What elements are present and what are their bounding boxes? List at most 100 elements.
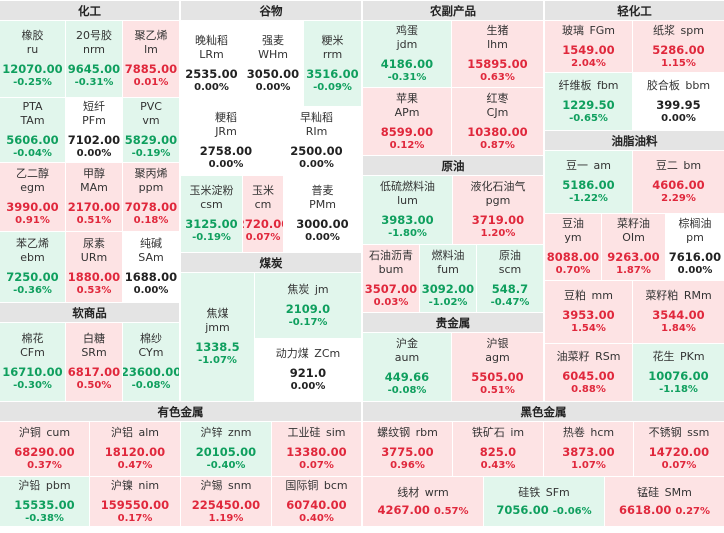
contract-price: 921.0 bbox=[289, 366, 327, 380]
contract-price: 2758.00 bbox=[199, 144, 253, 158]
contract-code: cm bbox=[254, 198, 272, 211]
contract-change: -0.04% bbox=[13, 148, 52, 159]
contract-tile-lr[interactable]: 晚籼稻 LRm 2535.00 0.00% bbox=[181, 21, 242, 106]
contract-tile-au[interactable]: 沪金 aum 449.66 -0.08% bbox=[363, 333, 451, 401]
contract-tile-rr[interactable]: 粳米 rrm 3516.00 -0.09% bbox=[304, 21, 361, 106]
contract-price: 5505.00 bbox=[471, 370, 524, 384]
contract-tile-hc[interactable]: 热卷 hcm 3873.00 1.07% bbox=[544, 422, 633, 476]
contract-change: -1.07% bbox=[198, 355, 237, 366]
contract-name: 豆二 bbox=[655, 159, 678, 172]
contract-tile-rm[interactable]: 菜籽粕 RMm 3544.00 1.84% bbox=[633, 281, 724, 343]
contract-tile-zc[interactable]: 动力煤 ZCm 921.0 0.00% bbox=[255, 339, 361, 401]
contract-tile-sn[interactable]: 沪锡 snm 225450.00 1.19% bbox=[181, 477, 271, 526]
contract-price: 159550.00 bbox=[100, 497, 170, 512]
contract-name: 橡胶 bbox=[21, 29, 44, 42]
contract-change: 0.40% bbox=[299, 512, 334, 524]
contract-tile-wh[interactable]: 强麦 WHm 3050.00 0.00% bbox=[243, 21, 303, 106]
contract-tile-cu[interactable]: 沪铜 cum 68290.00 0.37% bbox=[0, 422, 89, 476]
contract-tile-lh[interactable]: 生猪 lhm 15895.00 0.63% bbox=[452, 21, 543, 87]
contract-tile-ru[interactable]: 橡胶 ru 12070.00 -0.25% bbox=[0, 21, 65, 97]
contract-price: 15535.00 bbox=[14, 497, 75, 512]
contract-tile-l[interactable]: 聚乙烯 lm 7885.00 0.01% bbox=[123, 21, 179, 97]
contract-code: vm bbox=[142, 114, 160, 127]
contract-tile-pp[interactable]: 聚丙烯 ppm 7078.00 0.18% bbox=[123, 163, 179, 231]
contract-tile-cj[interactable]: 红枣 CJm 10380.00 0.87% bbox=[452, 88, 543, 155]
contract-code: sim bbox=[325, 426, 346, 439]
contract-price: 1549.00 bbox=[562, 42, 615, 57]
contract-tile-zn[interactable]: 沪锌 znm 20105.00 -0.40% bbox=[181, 422, 271, 476]
contract-change: 0.37% bbox=[27, 460, 62, 471]
contract-tile-jd[interactable]: 鸡蛋 jdm 4186.00 -0.31% bbox=[363, 21, 451, 87]
contract-tile-b[interactable]: 豆二 bm 4606.00 2.29% bbox=[633, 151, 724, 213]
contract-tile-nr[interactable]: 20号胶 nrm 9645.00 -0.31% bbox=[66, 21, 122, 97]
contract-tile-si[interactable]: 工业硅 sim 13380.00 0.07% bbox=[272, 422, 361, 476]
contract-code: lum bbox=[397, 194, 418, 207]
contract-tile-wr[interactable]: 线材 wrm 4267.00 0.57% bbox=[363, 477, 483, 526]
contract-tile-sc[interactable]: 原油 scm 548.7 -0.47% bbox=[477, 245, 543, 312]
contract-tile-rs[interactable]: 油菜籽 RSm 6045.00 0.88% bbox=[545, 344, 632, 401]
contract-tile-bu[interactable]: 石油沥青 bum 3507.00 0.03% bbox=[363, 245, 419, 312]
contract-price: 9645.00 bbox=[67, 62, 121, 76]
contract-price: 3516.00 bbox=[306, 66, 359, 81]
contract-tile-ma[interactable]: 甲醇 MAm 2170.00 0.51% bbox=[66, 163, 122, 231]
contract-price: 7078.00 bbox=[124, 200, 178, 214]
contract-tile-fg[interactable]: 玻璃 FGm 1549.00 2.04% bbox=[545, 21, 632, 72]
contract-tile-ri[interactable]: 早籼稻 RIm 2500.00 0.00% bbox=[272, 107, 361, 175]
contract-tile-lu[interactable]: 低硫燃料油 lum 3983.00 -1.80% bbox=[363, 176, 452, 244]
contract-tile-v[interactable]: PVC vm 5829.00 -0.19% bbox=[123, 98, 179, 162]
contract-tile-sa[interactable]: 纯碱 SAm 1688.00 0.00% bbox=[123, 232, 179, 302]
contract-tile-cs[interactable]: 玉米淀粉 csm 3125.00 -0.19% bbox=[181, 176, 242, 252]
contract-name: 晚籼稻 bbox=[195, 33, 228, 47]
contract-tile-eg[interactable]: 乙二醇 egm 3990.00 0.91% bbox=[0, 163, 65, 231]
contract-tile-ss[interactable]: 不锈钢 ssm 14720.00 0.07% bbox=[634, 422, 724, 476]
contract-price: 3983.00 bbox=[381, 213, 434, 227]
contract-tile-al[interactable]: 沪铝 alm 18120.00 0.47% bbox=[90, 422, 180, 476]
contract-name: 乙二醇 bbox=[16, 167, 49, 180]
contract-name: 燃料油 bbox=[431, 248, 465, 262]
contract-tile-y[interactable]: 豆油 ym 8088.00 0.70% bbox=[545, 214, 601, 280]
contract-tile-j[interactable]: 焦炭 jm 2109.0 -0.17% bbox=[255, 273, 361, 338]
contract-tile-ta[interactable]: PTA TAm 5606.00 -0.04% bbox=[0, 98, 65, 162]
contract-tile-ap[interactable]: 苹果 APm 8599.00 0.12% bbox=[363, 88, 451, 155]
contract-tile-pk[interactable]: 花生 PKm 10076.00 -1.18% bbox=[633, 344, 724, 401]
contract-tile-eb[interactable]: 苯乙烯 ebm 7250.00 -0.36% bbox=[0, 232, 65, 302]
contract-change: -0.17% bbox=[288, 316, 328, 328]
section-header-precious: 贵金属 bbox=[363, 313, 543, 332]
contract-tile-rb[interactable]: 螺纹钢 rbm 3775.00 0.96% bbox=[363, 422, 452, 476]
section-header-crude: 原油 bbox=[363, 156, 543, 175]
contract-tile-sr[interactable]: 白糖 SRm 6817.00 0.50% bbox=[66, 323, 122, 401]
contract-tile-pm[interactable]: 普麦 PMm 3000.00 0.00% bbox=[284, 176, 361, 252]
contract-tile-pg[interactable]: 液化石油气 pgm 3719.00 1.20% bbox=[453, 176, 543, 244]
contract-price: 825.0 bbox=[479, 445, 517, 459]
contract-tile-ur[interactable]: 尿素 URm 1880.00 0.53% bbox=[66, 232, 122, 302]
contract-change: -0.31% bbox=[74, 77, 114, 88]
contract-tile-bc[interactable]: 国际铜 bcm 60740.00 0.40% bbox=[272, 477, 361, 526]
contract-tile-oi[interactable]: 菜籽油 OIm 9263.00 1.87% bbox=[602, 214, 665, 280]
contract-name: 尿素 bbox=[83, 237, 105, 250]
contract-tile-pf[interactable]: 短纤 PFm 7102.00 0.00% bbox=[66, 98, 122, 162]
contract-tile-sm[interactable]: 锰硅 SMm 6618.00 0.27% bbox=[605, 477, 724, 526]
contract-tile-ni[interactable]: 沪镍 nim 159550.00 0.17% bbox=[90, 477, 180, 526]
contract-tile-m[interactable]: 豆粕 mm 3953.00 1.54% bbox=[545, 281, 632, 343]
contract-tile-pb[interactable]: 沪铅 pbm 15535.00 -0.38% bbox=[0, 477, 89, 526]
contract-name: 锰硅 bbox=[637, 485, 660, 499]
contract-tile-a[interactable]: 豆一 am 5186.00 -1.22% bbox=[545, 151, 632, 213]
contract-tile-i[interactable]: 铁矿石 im 825.0 0.43% bbox=[453, 422, 543, 476]
contract-tile-fu[interactable]: 燃料油 fum 3092.00 -1.02% bbox=[420, 245, 476, 312]
contract-tile-jm[interactable]: 焦煤 jmm 1338.5 -1.07% bbox=[181, 273, 254, 401]
contract-name: 短纤 bbox=[83, 100, 105, 113]
contract-tile-cy[interactable]: 棉纱 CYm 23600.00 -0.08% bbox=[123, 323, 179, 401]
contract-tile-ag[interactable]: 沪银 agm 5505.00 0.51% bbox=[452, 333, 543, 401]
contract-price: 1229.50 bbox=[562, 97, 615, 112]
contract-tile-fb[interactable]: 纤维板 fbm 1229.50 -0.65% bbox=[545, 73, 632, 130]
contract-label: 沪铝 alm bbox=[111, 426, 159, 440]
contract-tile-pmoil[interactable]: 棕榈油 pm 7616.00 0.00% bbox=[666, 214, 724, 280]
contract-price: 7102.00 bbox=[67, 133, 121, 147]
contract-tile-cf[interactable]: 棉花 CFm 16710.00 -0.30% bbox=[0, 323, 65, 401]
contract-tile-sf[interactable]: 硅铁 SFm 7056.00 -0.06% bbox=[484, 477, 604, 526]
contract-tile-sp[interactable]: 纸浆 spm 5286.00 1.15% bbox=[633, 21, 724, 72]
contract-tile-bb[interactable]: 胶合板 bbm 399.95 0.00% bbox=[633, 73, 724, 130]
contract-tile-jr[interactable]: 粳稻 JRm 2758.00 0.00% bbox=[181, 107, 271, 175]
contract-name: 棕榈油 bbox=[678, 217, 712, 230]
